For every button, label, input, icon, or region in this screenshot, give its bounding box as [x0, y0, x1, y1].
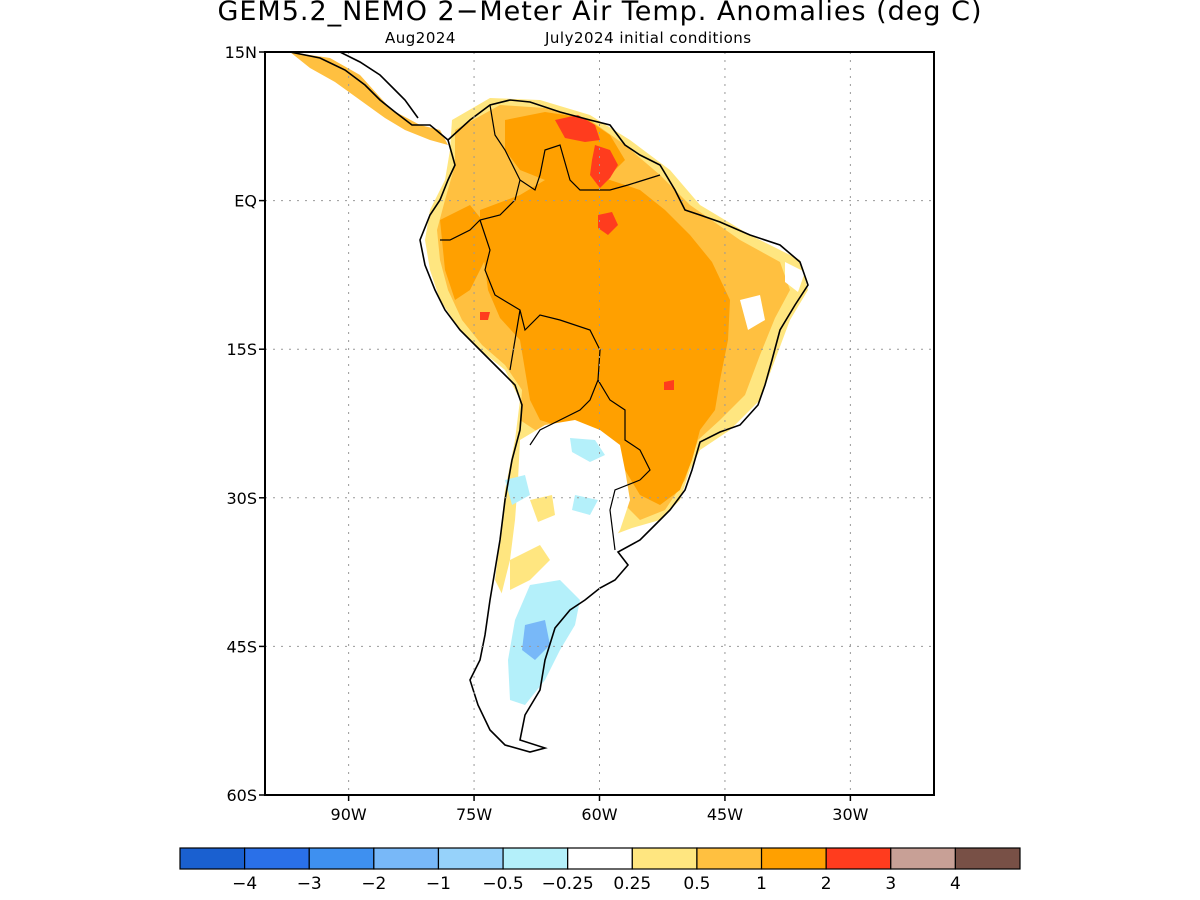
- white-anomaly-ne-brazil-2: [785, 262, 805, 292]
- colorbar-swatch: [179, 847, 246, 870]
- colorbar-label: 2: [821, 874, 832, 894]
- lon-tick-label: 90W: [331, 805, 367, 824]
- colorbar-swatch: [631, 847, 698, 870]
- lat-tick-label: 45S: [226, 637, 257, 656]
- red-anomaly-suriname: [590, 145, 618, 188]
- colorbar-swatch: [825, 847, 892, 870]
- colorbar-label: −4: [232, 874, 257, 894]
- colorbar-label: −2: [361, 874, 386, 894]
- colorbar-label: −3: [297, 874, 322, 894]
- blue-anomaly-5: [522, 620, 550, 660]
- lat-tick-label: 15S: [226, 340, 257, 359]
- lon-tick-label: 60W: [581, 805, 617, 824]
- colorbar-swatch: [567, 847, 633, 870]
- colorbar-label: 0.5: [683, 874, 710, 894]
- red-anomaly-guianas: [555, 115, 600, 142]
- blue-anomaly-2: [505, 475, 530, 505]
- lon-tick-label: 45W: [707, 805, 743, 824]
- lon-tick-label: 30W: [832, 805, 868, 824]
- initial-conditions-label: July2024 initial conditions: [545, 29, 752, 47]
- red-anomaly-spot-2: [664, 380, 674, 390]
- orange-anomaly-core: [480, 168, 730, 505]
- central-america-land: [290, 52, 448, 145]
- colorbar-swatch: [502, 847, 569, 870]
- colorbar-label: 1: [756, 874, 767, 894]
- colorbar-swatch: [760, 847, 827, 870]
- lat-tick-label: 15N: [225, 43, 257, 62]
- colorbar-swatch: [244, 847, 310, 870]
- colorbar-label: −1: [426, 874, 451, 894]
- colorbar-label: −0.25: [542, 874, 594, 894]
- colorbar-label: 4: [950, 874, 961, 894]
- map-title: GEM5.2_NEMO 2−Meter Air Temp. Anomalies …: [217, 0, 983, 27]
- red-anomaly-amazon: [598, 212, 618, 235]
- colorbar-label: −0.5: [482, 874, 523, 894]
- colorbar-label: 0.25: [613, 874, 651, 894]
- blue-anomaly-1: [570, 438, 605, 462]
- colorbar: −4 −3 −2 −1 −0.5 −0.25 0.25 0.5 1 2 3 4: [179, 847, 1021, 894]
- central-america-coastline-north: [339, 52, 419, 119]
- blue-anomaly-3: [572, 495, 598, 515]
- colorbar-swatch: [308, 847, 375, 870]
- colorbar-swatch: [373, 847, 440, 870]
- lat-tick-label: EQ: [234, 192, 257, 211]
- colorbar-swatch: [890, 847, 956, 870]
- orange-anomaly-west: [440, 205, 490, 300]
- central-america-coastline: [289, 52, 449, 141]
- colorbar-swatch: [954, 847, 1021, 870]
- longitude-labels: 90W 75W 60W 45W 30W: [331, 795, 869, 824]
- national-borders: [440, 104, 661, 551]
- yellow-anomaly-patch-2: [530, 495, 555, 522]
- latitude-labels: 15N EQ 15S 30S 45S 60S: [225, 43, 265, 805]
- yellow-anomaly-patch-1: [510, 545, 550, 590]
- anomaly-shading: [290, 52, 808, 730]
- lat-tick-label: 30S: [226, 489, 257, 508]
- forecast-month: Aug2024: [385, 29, 456, 47]
- red-anomaly-spot-1: [480, 312, 490, 320]
- lon-tick-label: 75W: [456, 805, 492, 824]
- lat-tick-label: 60S: [226, 786, 257, 805]
- colorbar-swatch: [437, 847, 504, 870]
- colorbar-label: 3: [885, 874, 896, 894]
- colorbar-swatch: [696, 847, 763, 870]
- white-anomaly-ne-brazil: [740, 295, 765, 330]
